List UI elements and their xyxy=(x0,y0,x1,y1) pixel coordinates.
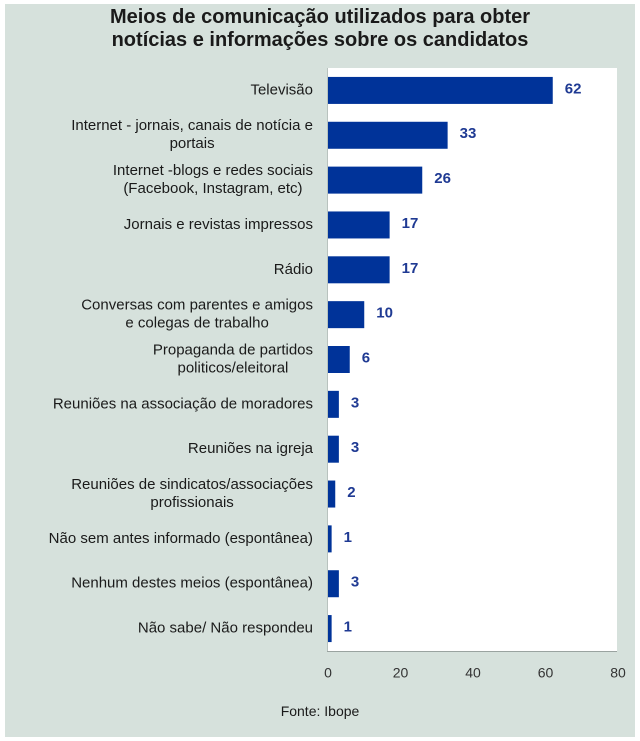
value-label: 33 xyxy=(460,125,477,142)
category-label: Reuniões na igreja xyxy=(188,440,314,457)
category-label: politicos/eleitoral xyxy=(177,359,288,376)
bar xyxy=(328,301,365,329)
category-label: Conversas com parentes e amigos xyxy=(81,297,313,314)
bar xyxy=(328,346,350,373)
value-label: 3 xyxy=(351,574,359,591)
bar xyxy=(328,211,390,239)
category-label: Internet -blogs e redes sociais xyxy=(113,162,313,179)
category-label: e colegas de trabalho xyxy=(125,315,268,332)
category-label: Não sabe/ Não respondeu xyxy=(138,620,313,637)
x-tick-label: 0 xyxy=(324,665,332,681)
bar xyxy=(328,166,423,194)
plot-area xyxy=(327,68,617,651)
bar xyxy=(328,435,339,463)
x-tick-label: 60 xyxy=(538,665,554,681)
source-note: Fonte: Ibope xyxy=(280,703,360,719)
value-label: 6 xyxy=(362,349,370,366)
bar xyxy=(328,525,332,553)
value-label: 26 xyxy=(434,170,451,187)
category-label: Jornais e revistas impressos xyxy=(124,216,313,233)
category-label: Televisão xyxy=(250,81,313,98)
value-label: 62 xyxy=(565,80,582,97)
category-label: Reuniões na associação de moradores xyxy=(53,395,313,412)
bar xyxy=(328,121,448,149)
x-tick-label: 80 xyxy=(610,665,626,681)
chart-title-line-1: Meios de comunicação utilizados para obt… xyxy=(109,6,531,28)
bar xyxy=(328,570,339,598)
bar xyxy=(328,480,336,508)
bar xyxy=(328,615,332,643)
value-label: 10 xyxy=(376,305,393,322)
chart-title-line-2: notícias e informações sobre os candidat… xyxy=(111,29,529,51)
value-label: 3 xyxy=(351,394,359,411)
category-label: Propaganda de partidos xyxy=(153,341,313,358)
category-label: (Facebook, Instagram, etc) xyxy=(123,180,302,197)
x-tick-label: 20 xyxy=(393,665,409,681)
value-label: 17 xyxy=(402,215,419,232)
chart-title: Meios de comunicação utilizados para obt… xyxy=(0,6,640,52)
value-label: 2 xyxy=(347,484,355,501)
category-label: portais xyxy=(170,135,215,152)
bar xyxy=(328,390,339,418)
category-label: Reuniões de sindicatos/associações xyxy=(71,476,313,493)
bar xyxy=(328,256,390,284)
category-label: Não sem antes informado (espontânea) xyxy=(49,530,313,547)
value-label: 17 xyxy=(402,260,419,277)
value-label: 1 xyxy=(344,529,352,546)
value-label: 1 xyxy=(344,619,352,636)
category-label: Rádio xyxy=(274,261,313,278)
category-label: Internet - jornais, canais de notícia e xyxy=(71,117,313,134)
x-tick-label: 40 xyxy=(465,665,481,681)
bar xyxy=(328,76,553,104)
category-label: Nenhum destes meios (espontânea) xyxy=(71,575,313,592)
value-label: 3 xyxy=(351,439,359,456)
category-label: profissionais xyxy=(150,494,233,511)
